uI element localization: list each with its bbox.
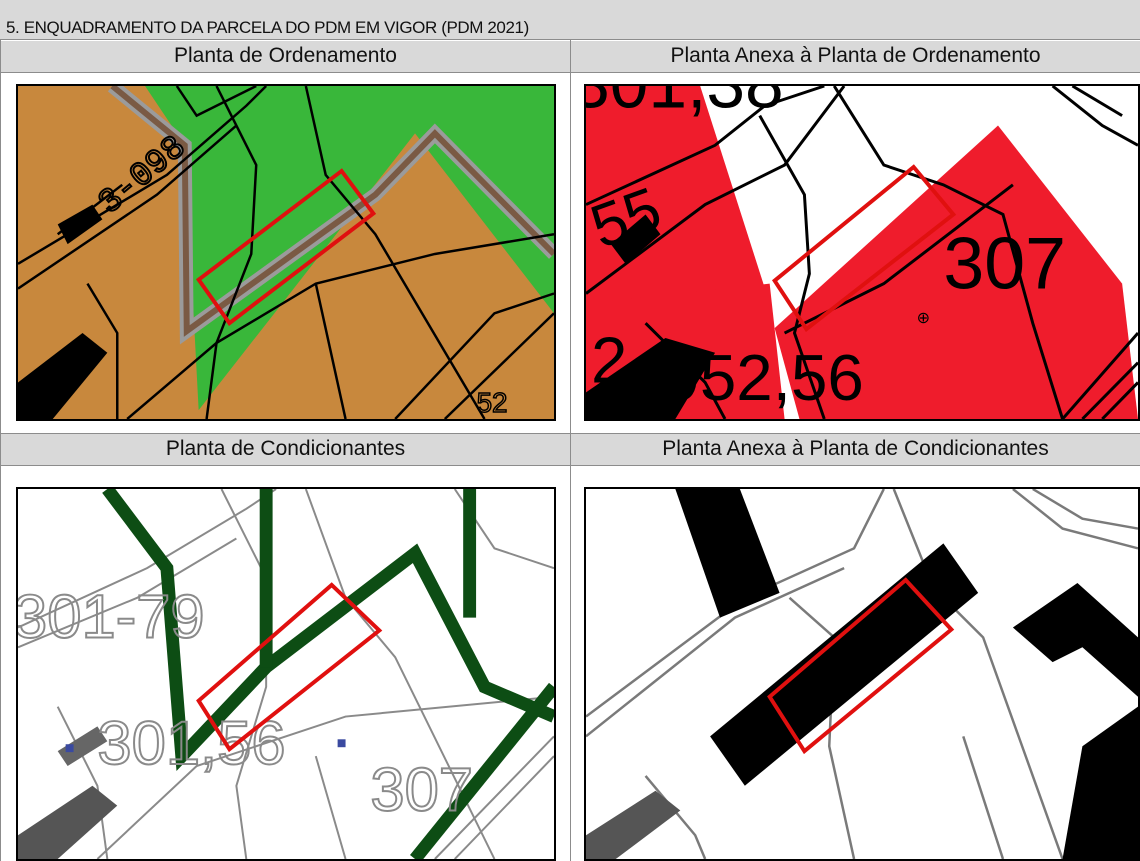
map-ordenamento: 3-098 52 [16,84,556,421]
grid-line [0,40,1,861]
map-label: 307 [943,223,1066,305]
boundary-brown [110,86,554,337]
map-anexa-ordenamento-drawing: 301,38 55 307 2 952,56 ⊕ ⊕ [586,86,1138,419]
map-anexa-condicionantes [584,487,1140,861]
point-marker [65,744,74,753]
caption-ordenamento: Planta de Ordenamento [1,41,570,72]
black-block [57,204,103,245]
map-label: 952,56 [663,341,863,414]
black-block [18,333,108,419]
map-label: 2 [591,324,627,397]
parcel-outline [195,168,377,326]
grid-line [570,40,571,861]
caption-anexa-ordenamento: Planta Anexa à Planta de Ordenamento [571,41,1140,72]
caption-anexa-condicionantes: Planta Anexa à Planta de Condicionantes [571,434,1140,465]
building-block [710,543,979,786]
building-block [1062,706,1138,859]
map-ordenamento-drawing: 3-098 52 [18,86,554,419]
point-marker [337,739,346,748]
brown-zone [18,86,554,419]
caption-condicionantes: Planta de Condicionantes [1,434,570,465]
red-zone [774,125,1138,419]
section-header: 5. ENQUADRAMENTO DA PARCELA DO PDM EM VI… [0,0,1140,40]
section-title: 5. ENQUADRAMENTO DA PARCELA DO PDM EM VI… [6,18,529,37]
map-label: 301,56 [97,709,285,778]
map-label: 301,38 [586,86,784,123]
map-label: 301-79 [18,582,205,651]
parcel-outline [771,164,957,332]
parcel-outline [196,582,383,753]
building-block [675,489,780,618]
building-block [1012,582,1138,697]
map-label: 307 [370,756,473,825]
map-anexa-ordenamento: 301,38 55 307 2 952,56 ⊕ ⊕ [584,84,1140,421]
map-condicionantes: 301-79 301,56 307 [16,487,556,861]
point-marker: ⊕ [660,338,673,355]
parcel-outline [767,577,955,755]
point-marker: ⊕ [917,310,930,327]
map-condicionantes-drawing: 301-79 301,56 307 [18,489,554,859]
map-anexa-condicionantes-drawing [586,489,1138,859]
map-label: 52 [477,387,508,418]
